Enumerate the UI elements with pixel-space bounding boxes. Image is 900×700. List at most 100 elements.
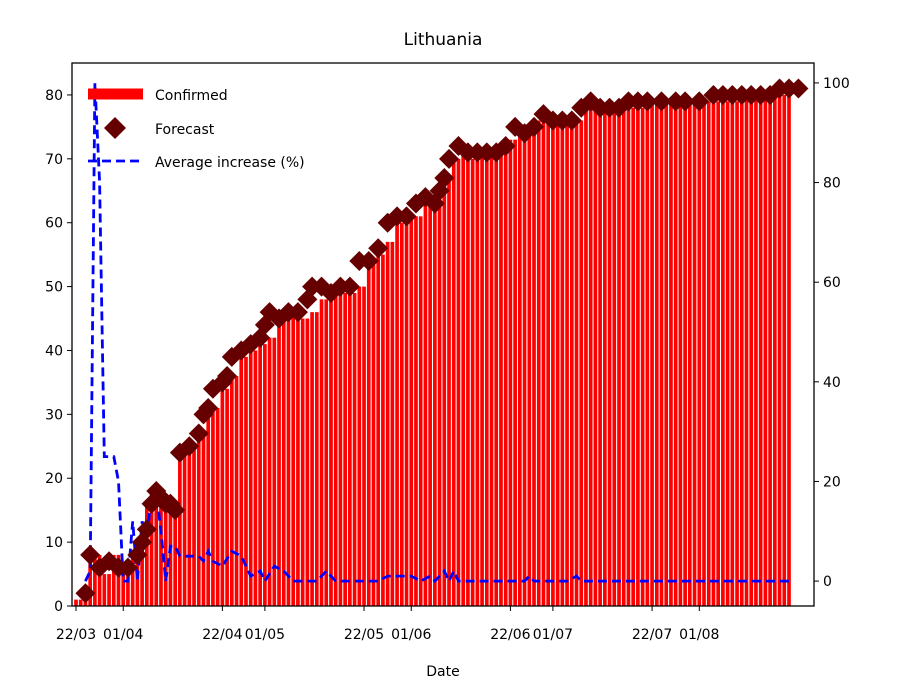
x-tick-label: 01/05 [245, 627, 285, 643]
confirmed-bar [319, 299, 324, 606]
confirmed-bar [725, 101, 730, 606]
confirmed-bar [579, 120, 584, 607]
confirmed-bar [248, 350, 253, 606]
confirmed-bar [93, 554, 97, 606]
confirmed-bar [168, 510, 173, 606]
confirmed-bar [527, 133, 532, 606]
confirmed-bar [371, 261, 376, 606]
y2-tick-label: 60 [823, 275, 841, 291]
confirmed-bar [692, 101, 697, 606]
x-tick-label: 01/06 [391, 627, 431, 643]
x-tick-label: 01/08 [679, 627, 719, 643]
confirmed-bar [499, 152, 503, 606]
confirmed-bar [697, 101, 702, 606]
confirmed-bar [305, 318, 310, 606]
confirmed-bar [758, 94, 763, 606]
confirmed-bar [74, 599, 78, 606]
legend-label: Confirmed [155, 88, 228, 104]
confirmed-bar [772, 94, 777, 606]
confirmed-bar [598, 101, 602, 606]
confirmed-bar [338, 286, 343, 606]
confirmed-bar [688, 101, 692, 606]
y-tick-label: 80 [45, 88, 63, 104]
forecast-point [524, 116, 545, 137]
forecast-point [689, 91, 710, 112]
confirmed-bar [154, 491, 159, 606]
confirmed-bar [201, 433, 206, 606]
confirmed-bar [239, 356, 244, 606]
confirmed-bar [782, 94, 787, 606]
confirmed-bar [678, 101, 683, 606]
confirmed-bar [503, 152, 508, 606]
confirmed-bar [258, 344, 262, 606]
confirmed-bar [149, 491, 154, 606]
confirmed-bar [787, 88, 791, 607]
confirmed-bar [650, 101, 654, 606]
confirmed-bar [272, 337, 277, 606]
confirmed-bar [333, 286, 338, 606]
confirmed-bar [107, 574, 111, 606]
confirmed-bar [215, 407, 220, 606]
legend-swatch-forecast [104, 117, 126, 139]
plot-frame [71, 62, 815, 607]
forecast-point [368, 238, 389, 259]
confirmed-bar [102, 574, 107, 606]
forecast-point [434, 167, 455, 188]
confirmed-bar [433, 197, 437, 606]
x-tick-label: 01/07 [533, 627, 573, 643]
forecast-point [396, 206, 417, 227]
forecast-point [165, 500, 186, 521]
confirmed-bar [267, 337, 272, 606]
y2-tick-label: 0 [823, 574, 832, 590]
y2-tick-label: 80 [823, 176, 841, 192]
confirmed-bar [324, 299, 329, 606]
confirmed-bar [461, 146, 466, 607]
confirmed-bar [645, 101, 650, 606]
x-axis-label: Date [426, 664, 459, 680]
confirmed-bar [395, 222, 399, 606]
confirmed-bar [555, 120, 560, 607]
confirmed-bar [447, 177, 451, 607]
confirmed-bar [551, 114, 555, 607]
confirmed-bar [721, 101, 725, 606]
confirmed-bar [480, 152, 484, 606]
confirmed-bar [178, 452, 182, 606]
y2-tick-label: 100 [823, 76, 850, 92]
x-axis: 22/03 01/04 22/04 01/05 22/05 01/06 22/06 01/07… [56, 606, 719, 643]
confirmed-bar [135, 554, 140, 606]
confirmed-bar [140, 535, 144, 606]
legend-label: Forecast [155, 122, 215, 138]
confirmed-bar [702, 101, 706, 606]
confirmed-bar [664, 101, 669, 606]
x-tick-label: 22/04 [202, 627, 242, 643]
confirmed-bar [513, 139, 517, 606]
confirmed-bar [390, 241, 395, 606]
forecast-point [117, 557, 138, 578]
confirmed-bar [588, 107, 593, 606]
x-tick-label: 22/07 [632, 627, 672, 643]
confirmed-bar [399, 222, 404, 606]
forecast-point [217, 366, 238, 387]
confirmed-bar [669, 101, 673, 606]
confirmed-bar [730, 101, 735, 606]
y2-tick-label: 20 [823, 474, 841, 490]
forecast-point [788, 78, 809, 99]
confirmed-bar [536, 120, 541, 607]
left-axis: 0 10 20 30 40 50 60 70 80 [45, 88, 72, 615]
confirmed-bar [494, 152, 499, 606]
confirmed-bar [291, 312, 296, 606]
confirmed-bar [683, 101, 687, 606]
confirmed-bar [560, 120, 565, 607]
confirmed-bar [484, 152, 489, 606]
confirmed-bar [192, 446, 196, 606]
confirmed-bar [716, 101, 721, 606]
chart-title: Lithuania [404, 30, 483, 50]
y-tick-label: 50 [45, 280, 63, 296]
confirmed-bar [574, 120, 579, 607]
forecast-point [561, 110, 582, 131]
forecast-point [179, 436, 200, 457]
confirmed-bar [211, 407, 215, 606]
confirmed-bar [225, 388, 229, 606]
forecast-point [75, 583, 96, 604]
forecast-point [188, 423, 209, 444]
